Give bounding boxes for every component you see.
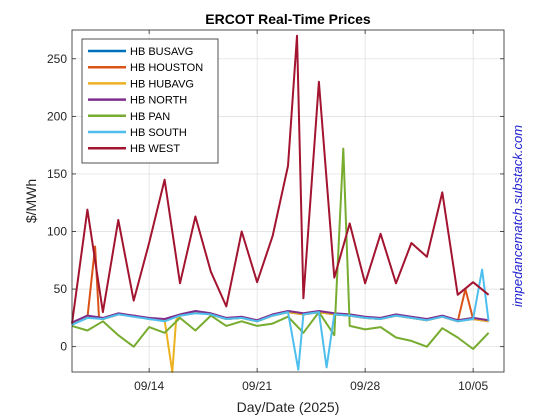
legend-label-hb-hubavg: HB HUBAVG bbox=[130, 78, 194, 90]
x-tick-label: 09/21 bbox=[242, 379, 272, 393]
series-line-hb-north bbox=[71, 310, 489, 324]
legend-label-hb-busavg: HB BUSAVG bbox=[130, 46, 193, 58]
series-line-hb-south bbox=[71, 268, 490, 371]
legend-label-hb-houston: HB HOUSTON bbox=[130, 62, 203, 74]
legend: HB BUSAVG HB HOUSTON HB HUBAVG HB NORTH HB P… bbox=[81, 38, 219, 164]
x-tick-label: 10/05 bbox=[458, 379, 488, 393]
y-tick-label: 50 bbox=[54, 282, 68, 296]
plot-frame bbox=[71, 29, 505, 373]
y-tick-label: 100 bbox=[47, 225, 67, 239]
y-tick-label: 0 bbox=[60, 340, 67, 354]
legend-label-hb-north: HB NORTH bbox=[130, 95, 187, 107]
x-axis-label: Day/Date (2025) bbox=[237, 399, 340, 415]
legend-box bbox=[81, 38, 219, 164]
y-tick-label: 150 bbox=[47, 167, 67, 181]
y-tick-label: 200 bbox=[47, 109, 67, 123]
series-lines bbox=[71, 34, 490, 373]
chart-title: ERCOT Real-Time Prices bbox=[205, 11, 371, 27]
y-axis-label: $/MWh bbox=[23, 179, 39, 223]
series-line-hb-west bbox=[71, 34, 490, 324]
watermark-text: impedancematch.substack.com bbox=[510, 125, 525, 307]
x-tick-label: 09/14 bbox=[134, 379, 164, 393]
legend-label-hb-pan: HB PAN bbox=[130, 111, 170, 123]
x-tick-label: 09/28 bbox=[350, 379, 380, 393]
legend-label-hb-south: HB SOUTH bbox=[130, 127, 187, 139]
legend-label-hb-west: HB WEST bbox=[130, 143, 180, 155]
y-tick-label: 250 bbox=[47, 52, 67, 66]
axis-ticks: 0 50 100 150 200 250 09/14 09/21 09/28 10/05 bbox=[47, 30, 504, 393]
